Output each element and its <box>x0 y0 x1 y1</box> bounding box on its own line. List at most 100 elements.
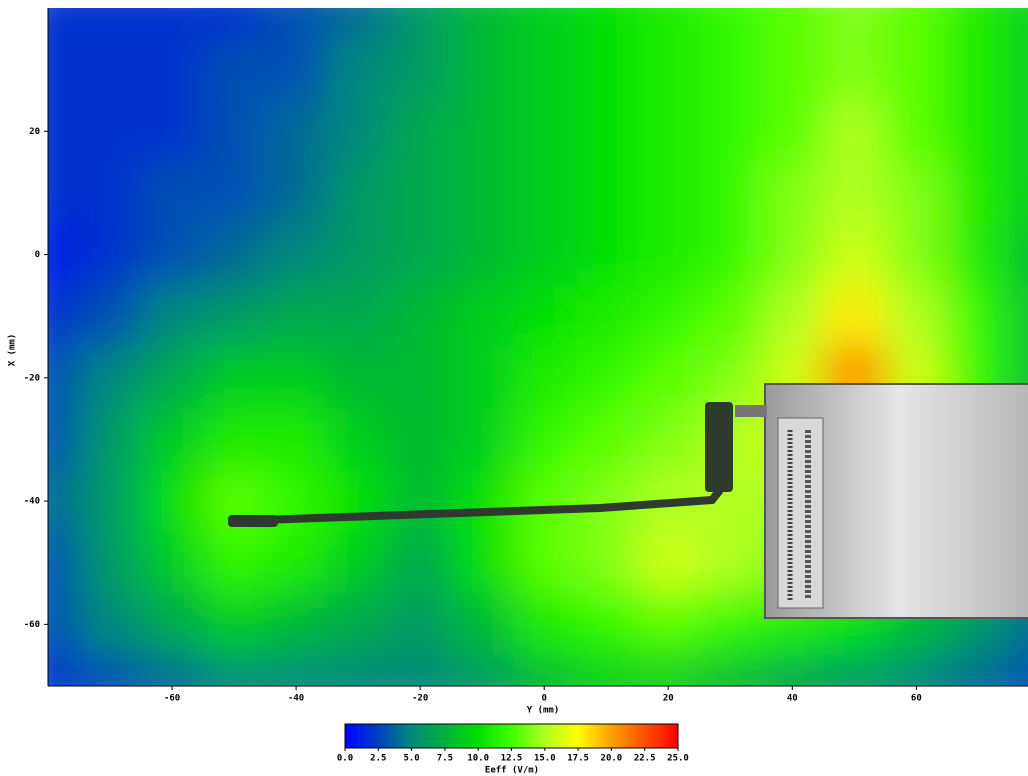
field-cell <box>699 38 762 101</box>
field-cell <box>699 162 762 225</box>
colorbar-step <box>544 724 549 748</box>
colorbar-step <box>351 724 356 748</box>
field-cell <box>141 593 204 656</box>
field-cell <box>265 531 328 595</box>
colorbar-step <box>488 724 493 748</box>
field-cell <box>79 100 142 163</box>
field-cell <box>575 223 638 286</box>
colorbar-step <box>581 724 586 748</box>
field-cell <box>389 408 452 471</box>
field-cell <box>48 347 80 410</box>
field-cell <box>327 8 390 40</box>
colorbar-step <box>568 724 572 748</box>
field-cell <box>947 162 1010 225</box>
colorbar-tick-label: 5.0 <box>403 754 419 764</box>
colorbar-step <box>354 724 359 748</box>
colorbar-step <box>368 724 373 748</box>
colorbar: 0.0 2.5 5.0 7.5 10.0 12.5 15.0 17.5 20.0 22.5 25.0 <box>337 723 689 764</box>
field-cell <box>823 8 886 40</box>
colorbar-step <box>501 724 506 748</box>
device-label <box>777 417 824 609</box>
field-cell <box>699 593 762 656</box>
colorbar-tick-label: 22.5 <box>634 754 656 764</box>
colorbar-step <box>641 724 646 748</box>
colorbar-step <box>624 724 629 748</box>
colorbar-step <box>614 724 619 748</box>
field-cell <box>48 100 80 163</box>
field-cell <box>513 38 576 101</box>
colorbar-step <box>421 724 426 748</box>
field-cell <box>327 100 390 163</box>
x-tick-label: 60 <box>911 694 922 704</box>
field-cell <box>823 100 886 163</box>
colorbar-step <box>648 724 652 748</box>
field-cell <box>265 8 328 40</box>
device-photo <box>228 383 1028 619</box>
field-cell <box>513 593 576 656</box>
field-cell <box>389 470 452 533</box>
field-cell <box>327 593 390 656</box>
field-cell <box>513 655 576 686</box>
field-cell <box>575 470 638 533</box>
colorbar-step <box>384 724 389 748</box>
colorbar-step <box>534 724 539 748</box>
colorbar-tick-label: 2.5 <box>370 754 386 764</box>
field-cell <box>513 162 576 225</box>
y-tick-label: -40 <box>24 497 40 507</box>
field <box>48 8 1028 686</box>
field-cell <box>48 285 80 348</box>
colorbar-step <box>658 724 662 748</box>
x-tick-label: 0 <box>541 694 546 704</box>
y-tick-label: -20 <box>24 373 40 383</box>
field-cell <box>79 347 142 410</box>
field-cell <box>885 162 948 225</box>
field-cell <box>451 8 514 40</box>
colorbar-step <box>531 724 536 748</box>
field-cell <box>699 285 762 348</box>
field-cell <box>203 531 266 595</box>
cable <box>231 487 724 525</box>
field-cell <box>141 38 204 101</box>
field-cell <box>79 655 142 686</box>
field-cell <box>265 593 328 656</box>
field-cell <box>823 38 886 101</box>
x-tick-label: -20 <box>412 694 428 704</box>
colorbar-step <box>411 724 416 748</box>
colorbar-step <box>538 724 542 748</box>
field-cell <box>389 38 452 101</box>
colorbar-step <box>438 724 443 748</box>
field-cell <box>327 408 390 471</box>
colorbar-step <box>524 724 529 748</box>
y-axis-label: X (mm) <box>8 334 18 367</box>
colorbar-step <box>441 724 446 748</box>
field-cell <box>885 655 948 686</box>
field-cell <box>513 8 576 40</box>
colorbar-step <box>474 724 479 748</box>
field-cell <box>327 285 390 348</box>
colorbar-step <box>391 724 396 748</box>
field-cell <box>575 100 638 163</box>
field-cell <box>513 223 576 286</box>
field-cell <box>1009 38 1028 101</box>
field-cell <box>1009 8 1028 40</box>
field-cell <box>389 285 452 348</box>
field-cell <box>637 223 700 286</box>
field-cell <box>141 408 204 471</box>
field-cell <box>141 470 204 533</box>
colorbar-step <box>621 724 626 748</box>
field-cell <box>79 531 142 595</box>
field-cell <box>823 223 886 286</box>
colorbar-step <box>345 724 349 748</box>
field-cell <box>513 100 576 163</box>
field-cell <box>389 531 452 595</box>
field-cell <box>761 162 824 225</box>
field-cell <box>761 223 824 286</box>
x-tick-label: 40 <box>787 694 798 704</box>
colorbar-step <box>371 724 376 748</box>
colorbar-step <box>381 724 386 748</box>
field-cell <box>575 38 638 101</box>
colorbar-step <box>394 724 399 748</box>
field-cell <box>141 8 204 40</box>
colorbar-step <box>504 724 509 748</box>
